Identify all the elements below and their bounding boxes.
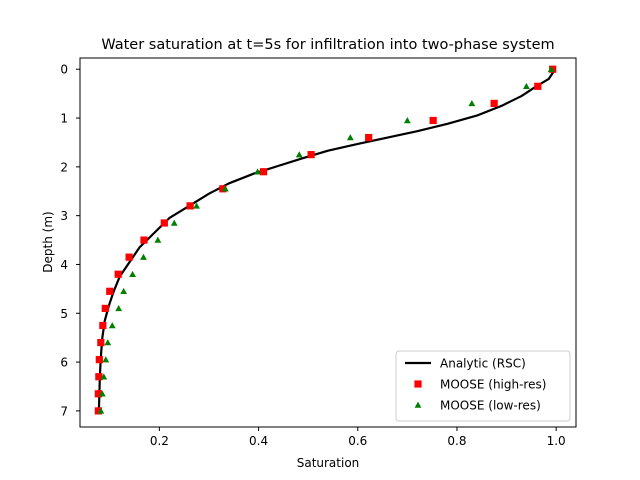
low-res-point — [120, 287, 128, 295]
low-res-point — [346, 134, 354, 141]
y-tick-label: 2 — [60, 160, 68, 174]
plot-area — [94, 65, 557, 415]
y-axis-label: Depth (m) — [41, 211, 55, 272]
x-tick-label: 0.4 — [249, 434, 268, 448]
y-tick-label: 3 — [60, 209, 68, 223]
high-res-point — [534, 82, 542, 90]
y-tick-label: 5 — [60, 307, 68, 321]
high-res-point — [259, 168, 268, 176]
high-res-point — [365, 133, 373, 142]
low-res-point — [98, 390, 106, 397]
high-res-point — [101, 304, 109, 312]
legend-box — [395, 350, 571, 422]
low-res-point — [468, 99, 476, 107]
x-axis: 0.2 0.4 0.6 0.8 1.0 — [150, 427, 566, 448]
high-res-point — [99, 321, 107, 330]
low-res-point — [97, 407, 105, 414]
legend-label: MOOSE (low-res) — [440, 399, 541, 413]
high-res-point — [160, 219, 168, 227]
high-res-point — [106, 287, 114, 295]
y-tick-label: 4 — [60, 258, 68, 272]
low-res-point — [102, 356, 110, 363]
legend: Analytic (RSC) MOOSE (high-res) MOOSE (low… — [395, 350, 571, 422]
high-res-point — [140, 236, 148, 244]
plot-frame — [79, 57, 577, 428]
legend-label: Analytic (RSC) — [440, 357, 526, 371]
low-res-point — [547, 65, 555, 72]
high-res-point — [94, 390, 102, 398]
low-res-point — [254, 168, 261, 175]
x-tick-label: 1.0 — [547, 434, 566, 448]
low-res-point — [295, 151, 303, 158]
high-res-point — [94, 407, 102, 415]
y-tick-label: 0 — [60, 63, 68, 77]
y-tick-label: 1 — [60, 112, 68, 126]
y-tick-label: 7 — [60, 404, 68, 418]
low-res-point — [108, 322, 116, 329]
low-res-point — [221, 185, 229, 192]
y-tick-label: 6 — [60, 356, 68, 370]
legend-square-handle — [414, 380, 422, 388]
x-tick-label: 0.8 — [447, 434, 466, 448]
low-res-point — [129, 270, 136, 277]
high-res-point — [97, 338, 105, 347]
low-res-point — [523, 82, 530, 90]
low-res-point — [140, 253, 147, 260]
high-res-point — [95, 356, 103, 364]
chart-title: Water saturation at t=5s for infiltratio… — [101, 37, 554, 53]
high-res-point — [490, 99, 498, 107]
low-res-point — [403, 117, 411, 124]
low-res-point — [193, 202, 200, 209]
high-res-point — [186, 202, 194, 210]
x-tick-label: 0.6 — [348, 434, 367, 448]
low-res-point — [100, 373, 108, 380]
x-axis-label: Saturation — [297, 456, 360, 470]
high-res-point — [125, 253, 133, 261]
x-tick-label: 0.2 — [150, 434, 169, 448]
high-res-point — [307, 151, 315, 159]
high-res-point — [95, 373, 103, 381]
low-res-point — [104, 339, 112, 346]
low-res-point — [154, 236, 162, 243]
legend-label: MOOSE (high-res) — [440, 378, 546, 392]
y-axis: 0 1 2 3 4 5 6 7 — [60, 63, 80, 418]
legend-triangle-handle — [414, 401, 422, 408]
high-res-point — [114, 270, 122, 278]
high-res-point — [219, 185, 227, 193]
low-res-point — [170, 219, 178, 226]
high-res-point — [429, 116, 437, 125]
low-res-point — [115, 304, 123, 312]
